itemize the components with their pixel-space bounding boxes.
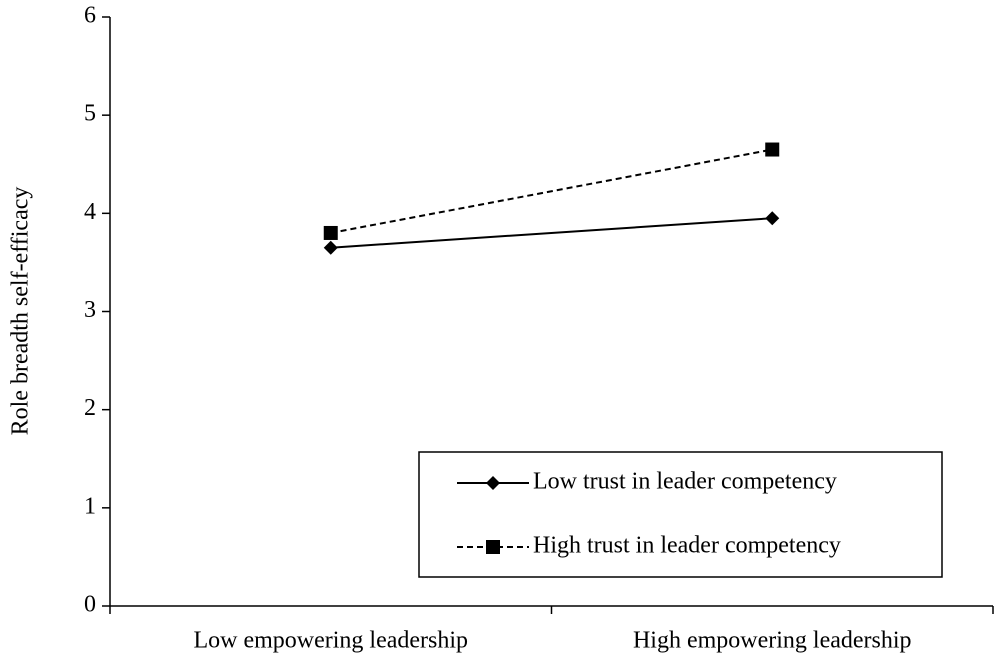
y-tick-label: 0 [84,592,96,618]
y-tick-label: 6 [84,3,96,29]
y-tick-label: 3 [84,297,96,323]
marker [765,211,780,226]
series-line [330,148,773,234]
legend-label: Low trust in leader competency [533,469,837,495]
legend-box [418,451,943,578]
legend-marker [486,540,500,554]
x-tick-label: High empowering leadership [633,628,912,654]
y-tick-label: 1 [84,493,96,519]
y-tick-label: 4 [84,199,96,225]
marker [765,142,780,157]
legend-marker [486,476,500,490]
series-line [330,217,773,249]
marker [323,240,338,255]
y-axis-title: Role breadth self-efficacy [8,187,34,436]
y-tick-label: 2 [84,395,96,421]
y-tick-label: 5 [84,101,96,127]
x-tick-label: Low empowering leadership [193,628,468,654]
marker [323,225,338,240]
legend-label: High trust in leader competency [533,533,841,559]
